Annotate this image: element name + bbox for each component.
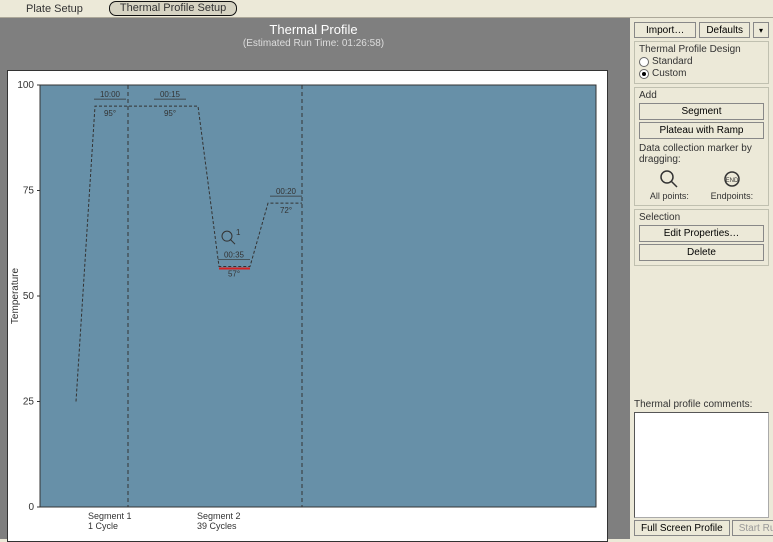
selection-group-label: Selection [639,212,764,223]
chart-title: Thermal Profile [0,22,627,37]
svg-text:25: 25 [23,397,35,408]
radio-standard-label: Standard [652,56,693,67]
svg-text:00:20: 00:20 [276,187,297,196]
endpoints-icon: END [722,169,742,189]
comments-label: Thermal profile comments: [630,397,773,410]
design-group-label: Thermal Profile Design [639,44,764,55]
svg-text:72°: 72° [280,206,292,215]
svg-text:Segment 2: Segment 2 [197,511,241,521]
svg-text:1 Cycle: 1 Cycle [88,521,118,531]
svg-text:95°: 95° [164,109,176,118]
thermal-profile-setup-tab[interactable]: Thermal Profile Setup [109,1,237,16]
defaults-button[interactable]: Defaults [699,22,750,38]
add-group: Add Segment Plateau with Ramp Data colle… [634,87,769,206]
add-group-label: Add [639,90,764,101]
radio-standard[interactable]: Standard [639,56,764,67]
comments-textarea[interactable] [634,412,769,518]
svg-text:Segment 1: Segment 1 [88,511,132,521]
svg-text:50: 50 [23,291,35,302]
thermal-profile-chart[interactable]: 0 25 50 75 100 Temperature 10:00 95° 00:15 95° 00:… [8,71,607,541]
chart-subtitle: (Estimated Run Time: 01:26:58) [0,38,627,49]
radio-custom[interactable]: Custom [639,68,764,79]
svg-text:1: 1 [236,228,241,237]
delete-button[interactable]: Delete [639,244,764,261]
allpoints-label: All points: [650,191,689,201]
defaults-dropdown-icon[interactable]: ▾ [753,22,769,38]
selection-group: Selection Edit Properties… Delete [634,209,769,266]
side-panel: Import… Defaults ▾ Thermal Profile Desig… [627,18,773,539]
marker-drag-label: Data collection marker by dragging: [639,143,764,165]
svg-text:95°: 95° [104,109,116,118]
full-screen-button[interactable]: Full Screen Profile [634,520,730,536]
svg-text:00:15: 00:15 [160,90,181,99]
svg-text:57°: 57° [228,269,240,278]
svg-text:10:00: 10:00 [100,90,121,99]
svg-text:39 Cycles: 39 Cycles [197,521,237,531]
import-button[interactable]: Import… [634,22,696,38]
chart-panel: Thermal Profile (Estimated Run Time: 01:… [0,18,627,539]
endpoints-marker[interactable]: END Endpoints: [711,169,754,201]
svg-text:END: END [726,178,739,184]
svg-text:75: 75 [23,186,35,197]
add-plateau-button[interactable]: Plateau with Ramp [639,122,764,139]
plate-setup-tab[interactable]: Plate Setup [20,3,89,15]
svg-text:Temperature: Temperature [10,267,21,324]
svg-text:00:35: 00:35 [224,250,245,259]
radio-custom-label: Custom [652,68,686,79]
design-group: Thermal Profile Design Standard Custom [634,41,769,84]
start-run-button[interactable]: Start Run [732,520,773,536]
svg-text:0: 0 [28,502,34,513]
edit-properties-button[interactable]: Edit Properties… [639,225,764,242]
add-segment-button[interactable]: Segment [639,103,764,120]
svg-text:100: 100 [17,80,34,91]
endpoints-label: Endpoints: [711,191,754,201]
allpoints-marker[interactable]: All points: [650,169,689,201]
allpoints-icon [659,169,679,189]
